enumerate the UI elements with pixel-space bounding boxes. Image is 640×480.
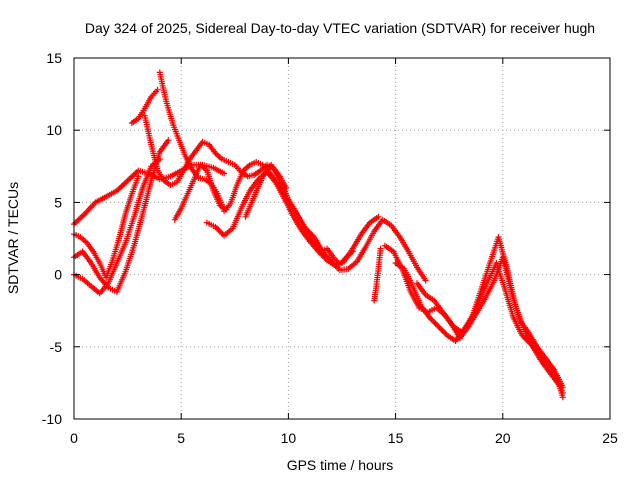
x-tick-label: 0 (70, 430, 78, 446)
x-axis-label: GPS time / hours (287, 457, 394, 473)
series-sat-h (171, 161, 230, 223)
y-tick-label: -5 (50, 339, 63, 355)
data-point (422, 277, 429, 284)
series-sat-e (128, 86, 161, 126)
data-point (165, 137, 172, 144)
data-point (375, 213, 382, 220)
x-tick-label: 20 (495, 430, 511, 446)
series-sat-n (414, 254, 566, 391)
series-line (395, 236, 564, 394)
chart-title: Day 324 of 2025, Sidereal Day-to-day VTE… (85, 20, 595, 36)
grid-lines (74, 58, 610, 419)
plot-frame (73, 57, 611, 420)
data-point (559, 384, 566, 391)
y-axis-label: SDTVAR / TECUs (5, 182, 21, 294)
y-tick-label: -10 (42, 411, 62, 427)
series-sat-d (71, 137, 172, 295)
data-point (221, 170, 228, 177)
data-series (71, 69, 566, 401)
data-point (154, 86, 161, 93)
y-tick-label: 0 (54, 267, 62, 283)
data-point (223, 206, 230, 213)
series-sat-c (71, 156, 163, 297)
axis-ticks (73, 57, 611, 420)
series-sat-m (392, 234, 566, 396)
y-tick-label: 5 (54, 194, 62, 210)
data-point (377, 245, 384, 252)
series-sat-j (242, 161, 429, 284)
series-sat-i (203, 169, 382, 269)
data-point (135, 173, 142, 180)
x-tick-label: 10 (281, 430, 297, 446)
y-tick-label: 15 (46, 50, 62, 66)
data-point (559, 390, 566, 396)
series-sat-f (141, 112, 290, 191)
tick-labels: 0 5 10 15 20 25 -10 -5 0 5 10 15 (42, 50, 618, 446)
y-tick-label: 10 (46, 122, 62, 138)
x-tick-label: 15 (388, 430, 404, 446)
x-tick-label: 25 (602, 430, 618, 446)
x-tick-label: 5 (177, 430, 185, 446)
series-sat-k (371, 245, 384, 304)
